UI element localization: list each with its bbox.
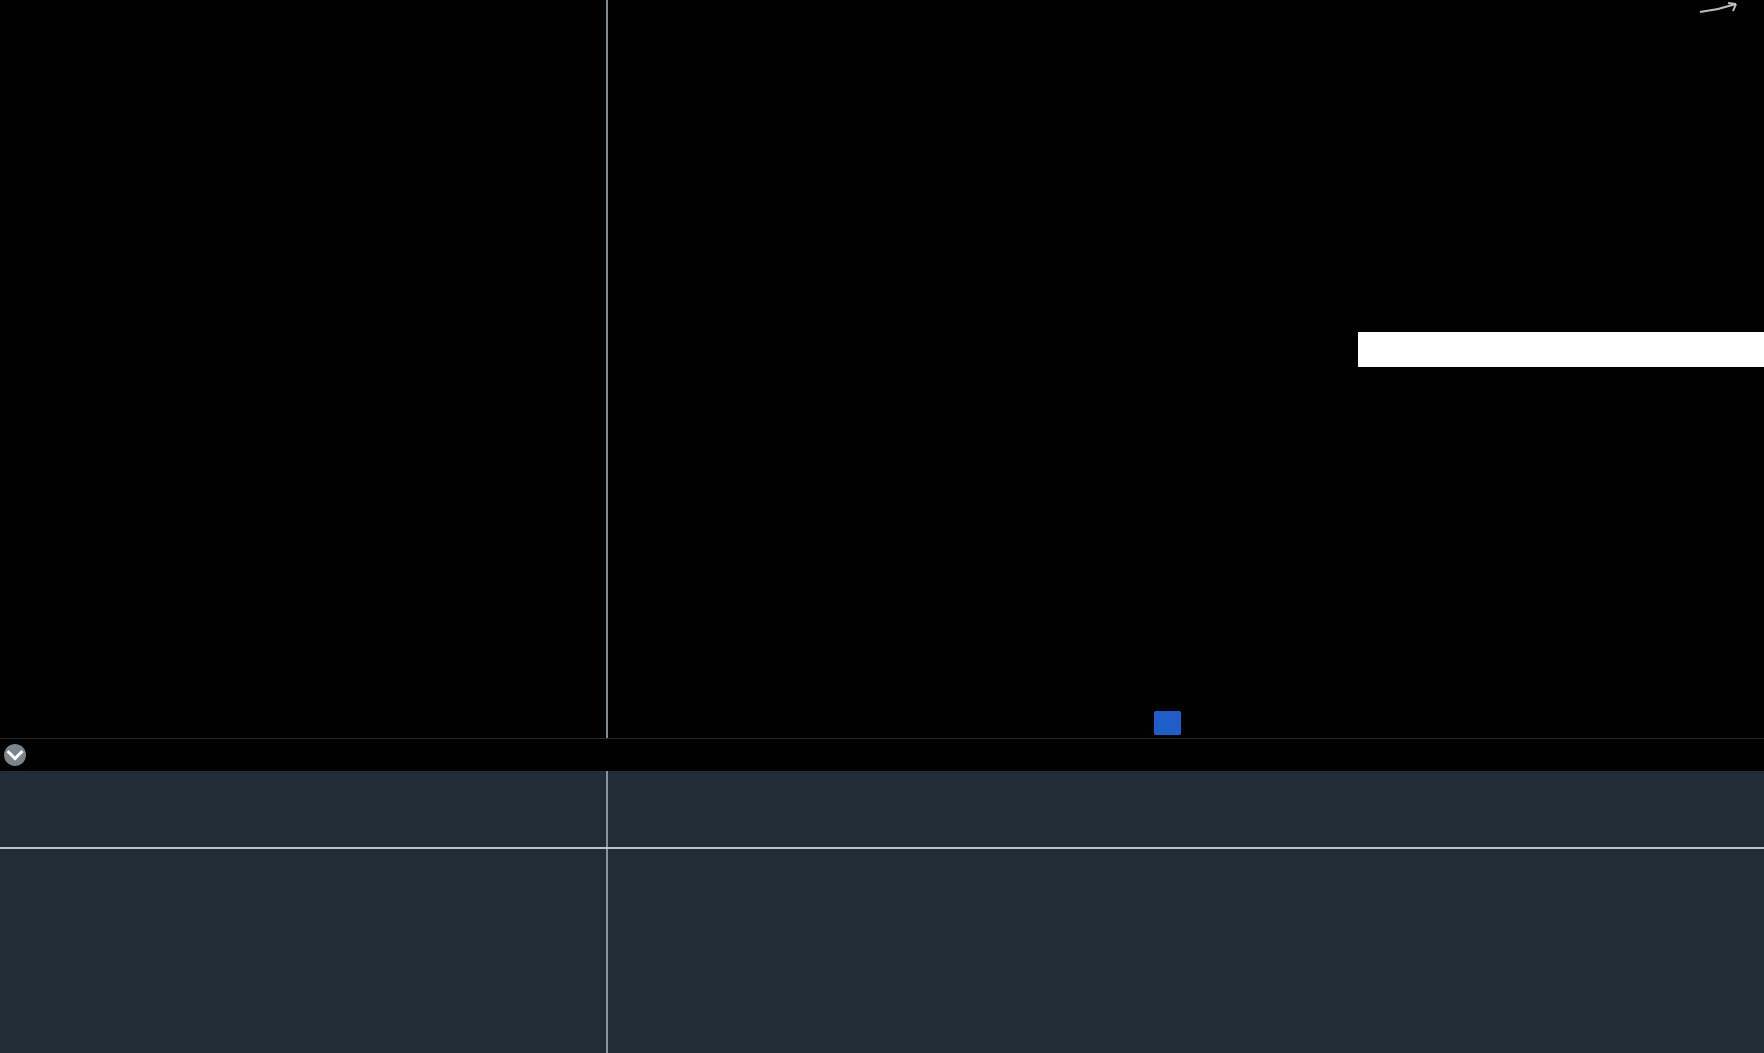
- crosshair-vertical-line: [606, 0, 608, 1053]
- crosshair-horizontal-line: [0, 847, 1764, 849]
- news-badge[interactable]: [1154, 711, 1181, 735]
- indicator-tooltip: [1358, 332, 1764, 367]
- candlestick-svg: [0, 0, 1764, 740]
- chevron-down-icon: [6, 743, 24, 761]
- indicator-lines-svg: [0, 770, 1764, 1053]
- indicator-header-bar: [0, 738, 1764, 771]
- candlestick-panel[interactable]: [0, 0, 1764, 740]
- indicator-subpanel[interactable]: [0, 770, 1764, 1053]
- high-arrow-icon: [1699, 2, 1737, 13]
- collapse-panel-button[interactable]: [4, 743, 26, 766]
- high-price-label: [1694, 0, 1744, 16]
